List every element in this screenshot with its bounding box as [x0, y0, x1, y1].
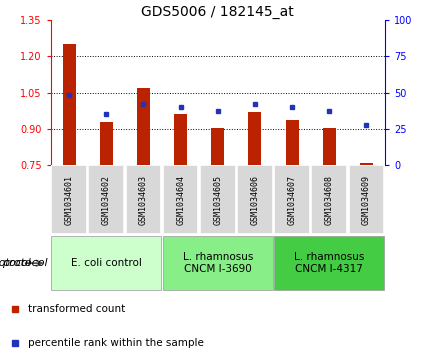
Bar	[126, 165, 161, 234]
Text: GSM1034601: GSM1034601	[65, 175, 73, 225]
Text: GSM1034604: GSM1034604	[176, 175, 185, 225]
Bar	[348, 165, 384, 234]
Bar	[163, 236, 273, 290]
Text: GSM1034605: GSM1034605	[213, 175, 222, 225]
Text: L. rhamnosus
CNCM I-3690: L. rhamnosus CNCM I-3690	[183, 252, 253, 274]
Title: GDS5006 / 182145_at: GDS5006 / 182145_at	[141, 5, 294, 19]
Bar	[163, 165, 198, 234]
Bar	[51, 236, 161, 290]
Text: protocol: protocol	[2, 258, 48, 268]
Bar	[88, 165, 124, 234]
Bar	[237, 165, 273, 234]
Bar	[274, 236, 384, 290]
Text: GSM1034607: GSM1034607	[288, 175, 297, 225]
Text: L. rhamnosus
CNCM I-4317: L. rhamnosus CNCM I-4317	[294, 252, 364, 274]
Bar	[51, 165, 87, 234]
Bar	[286, 121, 299, 165]
Bar	[200, 165, 236, 234]
Text: GSM1034609: GSM1034609	[362, 175, 371, 225]
Bar	[137, 88, 150, 165]
Text: percentile rank within the sample: percentile rank within the sample	[28, 338, 204, 348]
Text: protocol: protocol	[0, 258, 30, 268]
Bar	[274, 165, 310, 234]
Bar	[100, 122, 113, 165]
Bar	[249, 112, 261, 165]
Text: transformed count: transformed count	[28, 305, 125, 314]
Text: GSM1034606: GSM1034606	[250, 175, 260, 225]
Text: GSM1034603: GSM1034603	[139, 175, 148, 225]
Bar	[174, 114, 187, 165]
Text: GSM1034602: GSM1034602	[102, 175, 111, 225]
Bar	[360, 163, 373, 165]
Bar	[62, 44, 76, 165]
Text: E. coli control: E. coli control	[71, 258, 142, 268]
Bar	[312, 165, 347, 234]
Bar	[211, 128, 224, 165]
Text: GSM1034608: GSM1034608	[325, 175, 334, 225]
Bar	[323, 128, 336, 165]
